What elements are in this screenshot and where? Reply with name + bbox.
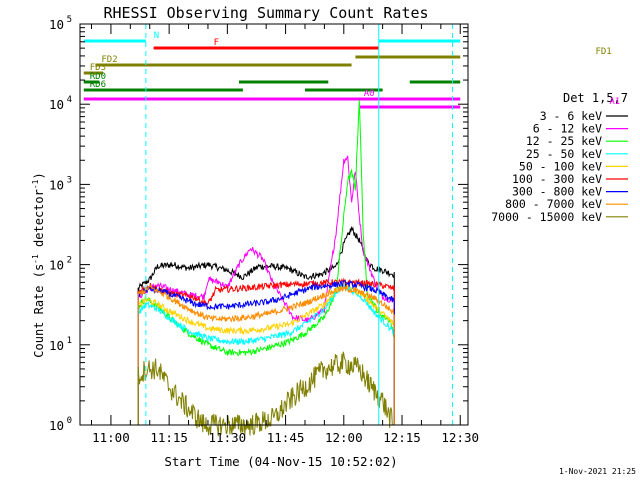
flag-label-a1: A1 xyxy=(609,97,620,107)
x-axis-label: Start Time (04-Nov-15 10:52:02) xyxy=(164,454,397,469)
y-tick-label: 10 xyxy=(49,17,64,32)
x-tick-label: 12:15 xyxy=(383,430,421,445)
plot-frame xyxy=(79,23,469,426)
y-tick-exponent: 5 xyxy=(67,15,72,25)
flag-label-rd6: RD6 xyxy=(90,80,106,90)
y-tick-exponent: 3 xyxy=(67,175,72,185)
legend-label-4: 50 - 100 keV xyxy=(519,159,602,173)
y-tick-exponent: 1 xyxy=(67,336,72,346)
y-tick-exponent: 4 xyxy=(67,95,72,105)
y-tick-label: 10 xyxy=(49,97,64,112)
x-tick-label: 11:45 xyxy=(267,430,305,445)
legend-label-3: 25 - 50 keV xyxy=(526,147,602,161)
flag-label-fd3: FD3 xyxy=(90,63,106,73)
flag-label-rd0: RD0 xyxy=(90,72,106,82)
y-tick-exponent: 0 xyxy=(67,416,72,426)
y-tick-label: 10 xyxy=(49,177,64,192)
flag-label-f: F xyxy=(214,38,219,48)
flag-label-a0: A0 xyxy=(364,89,375,99)
x-tick-label: 12:00 xyxy=(325,430,363,445)
legend-label-2: 12 - 25 keV xyxy=(526,134,602,148)
flag-label-fd1: FD1 xyxy=(595,47,611,57)
timestamp: 1-Nov-2021 21:25 xyxy=(559,467,636,476)
legend-label-1: 6 - 12 keV xyxy=(533,122,602,136)
flag-label-fd2: FD2 xyxy=(101,55,117,65)
legend-label-8: 7000 - 15000 keV xyxy=(491,210,602,224)
y-tick-label: 10 xyxy=(49,418,64,433)
x-tick-label: 11:15 xyxy=(150,430,188,445)
legend-label-6: 300 - 800 keV xyxy=(512,185,602,199)
chart-title: RHESSI Observing Summary Count Rates xyxy=(103,4,428,22)
vertical-markers xyxy=(145,24,453,425)
y-tick-label: 10 xyxy=(49,258,64,273)
legend-label-5: 100 - 300 keV xyxy=(512,172,602,186)
x-tick-label: 11:30 xyxy=(209,430,247,445)
y-tick-exponent: 2 xyxy=(67,256,72,266)
legend-title: Det 1,5,7 xyxy=(563,91,628,105)
legend-label-7: 800 - 7000 keV xyxy=(505,197,602,211)
x-tick-label: 11:00 xyxy=(92,430,130,445)
y-axis-label: Count Rate (s-1 detector-1) xyxy=(31,172,46,357)
legend-label-0: 3 - 6 keV xyxy=(540,109,602,123)
x-tick-label: 12:30 xyxy=(441,430,479,445)
flag-label-n: N xyxy=(154,31,159,41)
y-tick-label: 10 xyxy=(49,338,64,353)
